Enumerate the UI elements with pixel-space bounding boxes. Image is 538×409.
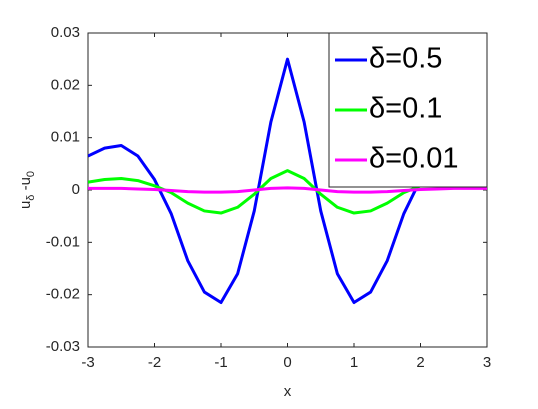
y-label-part: -u	[17, 177, 34, 195]
y-tick-label: 0.02	[51, 76, 80, 93]
series-line	[88, 186, 487, 194]
x-tick-label: 3	[483, 354, 491, 371]
x-tick-label: 1	[350, 354, 358, 371]
x-tick-label: -2	[148, 354, 161, 371]
y-tick-label: 0	[72, 181, 80, 198]
legend-label: δ=0.5	[369, 43, 442, 75]
y-tick-label: -0.01	[46, 233, 80, 250]
y-tick-label: -0.03	[46, 338, 80, 355]
y-label-part: u	[17, 201, 34, 209]
legend-label: δ=0.1	[369, 93, 442, 125]
y-label-part: 0	[25, 171, 37, 177]
y-tick-label: -0.02	[46, 286, 80, 303]
y-tick-label: 0.03	[51, 24, 80, 41]
legend-label: δ=0.01	[369, 143, 459, 175]
x-tick-label: -1	[214, 354, 227, 371]
x-tick-label: 2	[416, 354, 424, 371]
x-axis-label: x	[284, 383, 292, 400]
y-axis-label: uδ -u0	[17, 171, 37, 209]
x-tick-label: 0	[283, 354, 291, 371]
y-label-part: δ	[25, 195, 37, 201]
x-tick-label: -3	[81, 354, 94, 371]
y-tick-label: 0.01	[51, 129, 80, 146]
